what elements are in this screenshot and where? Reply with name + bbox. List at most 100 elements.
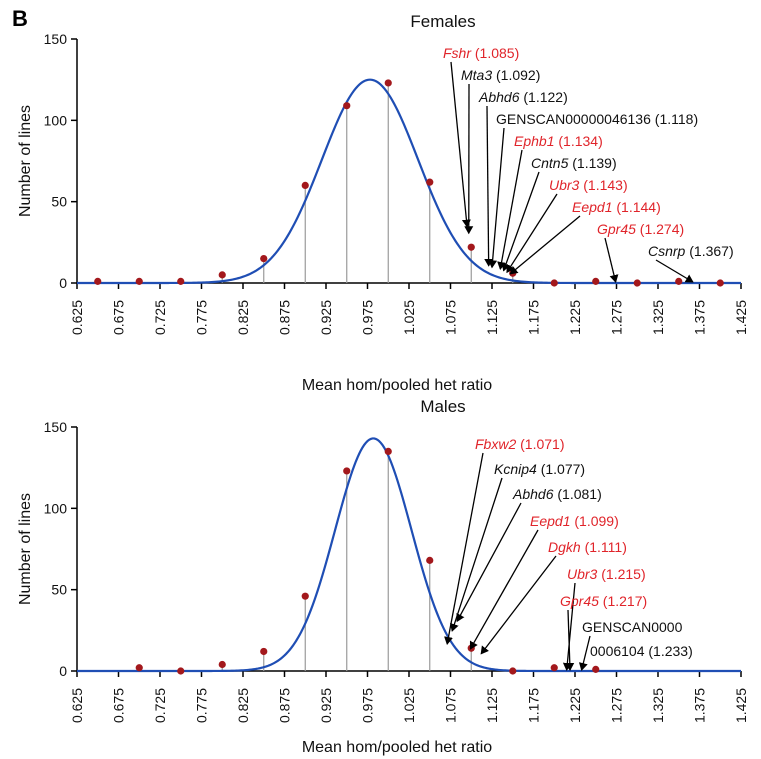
annotation-label: Kcnip4 (1.077) — [494, 461, 585, 477]
annotation-label: Csnrp (1.367) — [648, 243, 734, 259]
x-tick-label: 0.625 — [69, 300, 85, 335]
gene-name: Ubr3 — [567, 566, 598, 582]
x-tick-label: 1.075 — [443, 688, 459, 723]
x-tick-label: 1.425 — [733, 300, 749, 335]
annotation-arrow — [497, 149, 523, 270]
annotation-label: Cntn5 (1.139) — [531, 155, 617, 171]
annotation-label: Eepd1 (1.144) — [572, 199, 661, 215]
y-tick-label: 50 — [51, 194, 67, 210]
x-axis-label: Mean hom/pooled het ratio — [302, 739, 492, 756]
annotation-arrow — [480, 555, 557, 655]
y-axis-label: Number of lines — [17, 493, 34, 605]
annotation-label: Mta3 (1.092) — [461, 67, 540, 83]
data-point — [675, 277, 683, 285]
x-tick-label: 1.375 — [692, 688, 708, 723]
females-chart: Females 0 50 100 150 0.625 0.675 0.725 0.775 0.82… — [17, 12, 749, 394]
data-point — [467, 243, 475, 251]
gene-ratio: (1.139) — [568, 155, 616, 171]
annotation-label: Ubr3 (1.215) — [567, 566, 646, 582]
x-tick-label: 0.875 — [277, 300, 293, 335]
annotation-label: Ubr3 (1.143) — [549, 177, 628, 193]
males-title: Males — [420, 397, 465, 416]
gene-ratio: (1.077) — [537, 461, 585, 477]
annotation-arrow — [509, 215, 581, 275]
males-chart: Males 0 50 100 150 0.625 0.675 0.725 0.775 0.825 0… — [17, 397, 749, 756]
x-tick-label: 1.325 — [650, 688, 666, 723]
annotation-label: Dgkh (1.111) — [548, 539, 627, 555]
data-point — [716, 279, 724, 287]
gene-ratio: (1.274) — [636, 221, 684, 237]
data-point — [384, 79, 392, 87]
annotation-arrow — [444, 452, 484, 645]
y-tick-label: 100 — [44, 500, 68, 516]
gene-name: Kcnip4 — [494, 461, 537, 477]
annotation-label: Abhd6 (1.122) — [478, 89, 568, 105]
x-tick-label: 1.125 — [484, 300, 500, 335]
x-tick-label: 1.025 — [401, 688, 417, 723]
data-point — [426, 178, 434, 186]
x-tick-label: 0.925 — [318, 300, 334, 335]
data-point — [260, 647, 268, 656]
annotation-label: Gpr45 (1.274) — [597, 221, 684, 237]
x-tick-label: 1.175 — [526, 300, 542, 335]
gene-ratio: (1.367) — [685, 243, 733, 259]
gene-name: Fbxw2 — [475, 436, 516, 452]
gene-name: Abhd6 — [512, 486, 554, 502]
gene-ratio: (1.215) — [597, 566, 645, 582]
annotation-arrow — [484, 105, 494, 267]
x-tick-label: 0.975 — [360, 300, 376, 335]
y-tick-label: 0 — [59, 663, 67, 679]
y-tick-label: 150 — [44, 31, 68, 47]
annotation-label: Eepd1 (1.099) — [530, 513, 619, 529]
gene-ratio: (1.143) — [579, 177, 627, 193]
gaussian-fit-curve — [77, 437, 741, 673]
x-tick-label: 0.625 — [69, 688, 85, 723]
data-point — [550, 279, 558, 287]
data-point — [135, 664, 143, 672]
x-tick-label: 1.175 — [526, 688, 542, 723]
gene-ratio: (1.122) — [519, 89, 567, 105]
data-point — [384, 447, 392, 455]
annotation-arrow — [565, 609, 575, 671]
x-tick-label: 1.375 — [692, 300, 708, 335]
gene-ratio: (1.085) — [471, 45, 519, 61]
gene-name: Eepd1 — [572, 199, 612, 215]
y-axis-label: Number of lines — [17, 105, 34, 217]
data-point — [343, 467, 351, 475]
panel-letter: B — [12, 6, 28, 31]
gene-ratio: (1.217) — [599, 593, 647, 609]
data-point — [343, 102, 351, 110]
x-tick-label: 0.725 — [152, 688, 168, 723]
x-tick-label: 0.875 — [277, 688, 293, 723]
annotation-arrow — [655, 259, 694, 283]
annotation-label: Abhd6 (1.081) — [512, 486, 602, 502]
gene-name: Csnrp — [648, 243, 686, 259]
data-point — [301, 592, 309, 600]
y-tick-label: 150 — [44, 419, 68, 435]
annotation-arrow — [488, 127, 505, 269]
data-point — [94, 277, 102, 285]
x-tick-label: 0.925 — [318, 688, 334, 723]
x-tick-label: 0.675 — [111, 688, 127, 723]
annotation-arrow — [450, 477, 503, 632]
annotation-arrow — [604, 237, 619, 283]
gene-ratio: (1.092) — [492, 67, 540, 83]
data-point — [135, 277, 143, 285]
gene-name: Gpr45 — [560, 593, 599, 609]
gene-name: Abhd6 — [478, 89, 520, 105]
data-point — [177, 667, 185, 675]
annotation-arrow — [450, 61, 471, 228]
y-tick-label: 100 — [44, 112, 68, 128]
data-point — [633, 279, 641, 287]
x-tick-label: 1.325 — [650, 300, 666, 335]
x-tick-label: 1.075 — [443, 300, 459, 335]
data-point — [218, 271, 226, 279]
x-axis-label: Mean hom/pooled het ratio — [302, 377, 492, 394]
x-tick-label: 0.725 — [152, 300, 168, 335]
gene-ratio: (1.118) — [651, 111, 698, 127]
gene-name: GENSCAN0000 — [582, 619, 683, 635]
gene-name: GENSCAN00000046136 — [496, 111, 651, 127]
gene-ratio: (1.081) — [553, 486, 601, 502]
data-point — [592, 665, 600, 673]
annotation-label: Ephb1 (1.134) — [514, 133, 603, 149]
